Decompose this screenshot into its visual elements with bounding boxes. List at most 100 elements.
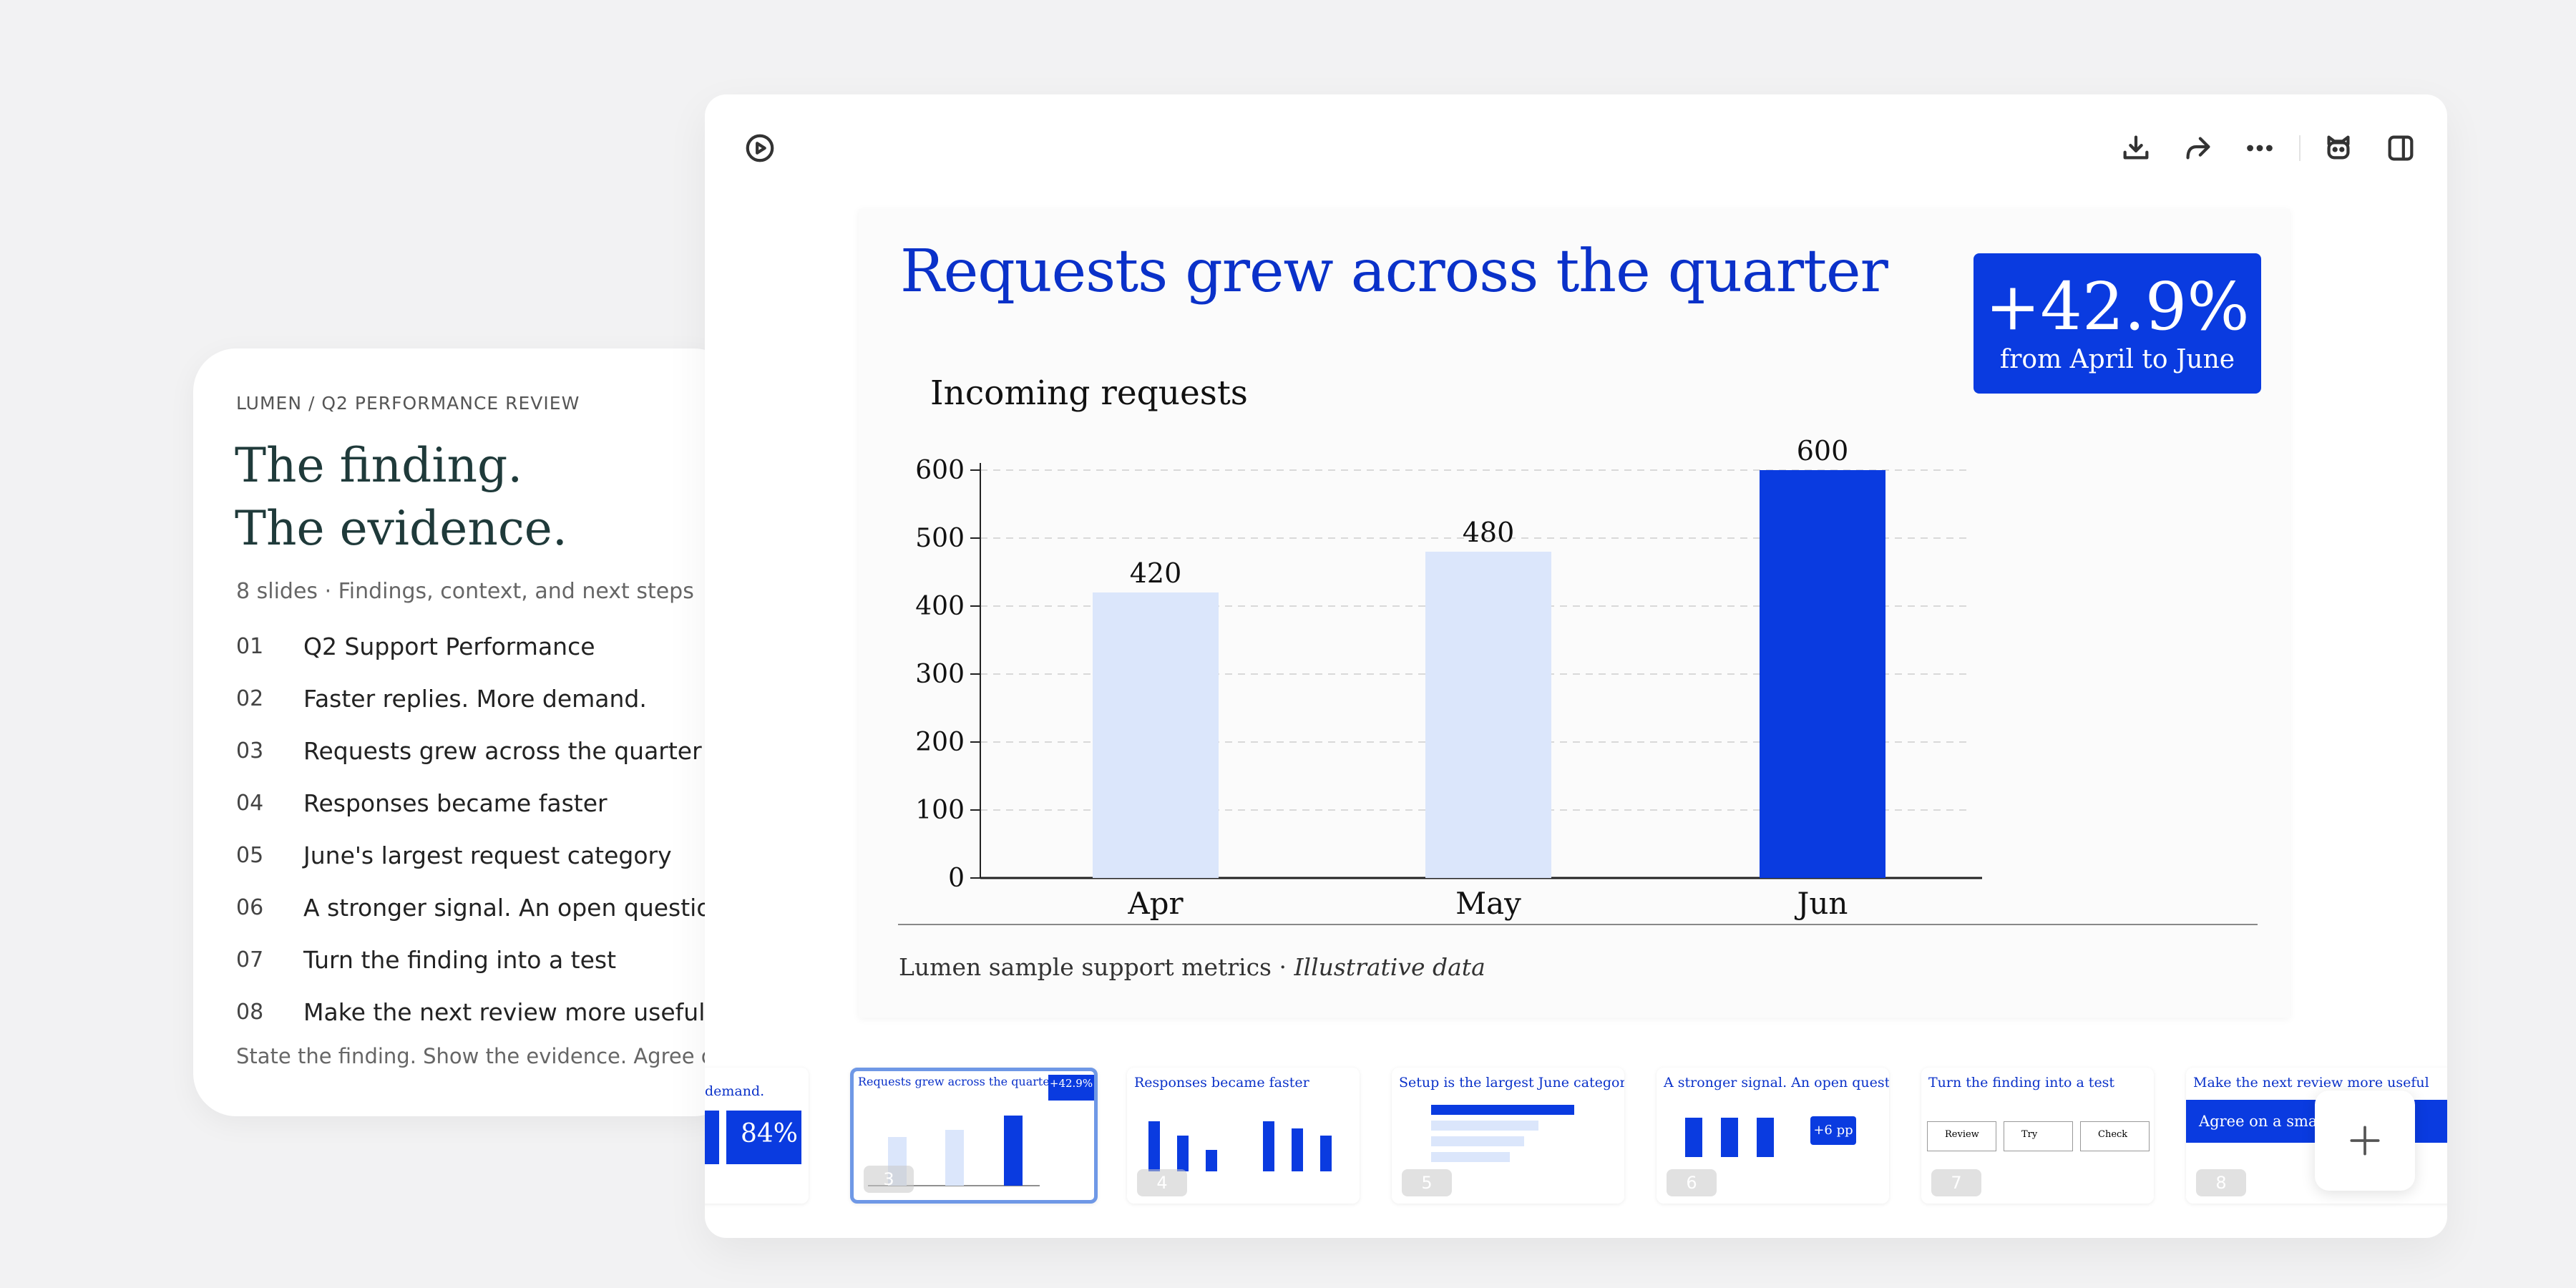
data-label: 480	[1463, 517, 1515, 548]
thumbnail-step-label: Check	[2098, 1129, 2128, 1140]
thumbnail-mini-chart	[1431, 1105, 1574, 1162]
outline-item-label: Faster replies. More demand.	[303, 685, 647, 713]
y-tick-label: 0	[948, 864, 965, 893]
outline-footer: State the finding. Show the evidence. Ag…	[236, 1044, 737, 1068]
thumbnail-step-label: Try	[2021, 1129, 2038, 1140]
thumbnail-number: 8	[2196, 1169, 2246, 1196]
play-icon	[746, 134, 774, 162]
footer-note: Illustrative data	[1294, 953, 1485, 981]
thumbnail-number: 3	[864, 1166, 914, 1193]
outline-item-05[interactable]: 05 June's largest request category	[236, 829, 737, 882]
outline-list: 01 Q2 Support Performance 02 Faster replie…	[236, 620, 737, 1038]
y-tick-label: 400	[915, 592, 965, 621]
outline-title-line-1: The finding.	[235, 438, 523, 493]
add-slide-button[interactable]	[2315, 1091, 2415, 1191]
callout-value: +42.9%	[1985, 268, 2250, 345]
side-panel-button[interactable]	[2376, 123, 2426, 173]
slide-editor-window: Requests grew across the quarter +42.9% …	[705, 94, 2447, 1238]
thumbnail-slide-4[interactable]: Responses became faster 4	[1127, 1068, 1360, 1204]
thumbnail-step-2: Try	[2004, 1121, 2073, 1151]
play-button[interactable]	[735, 123, 785, 173]
panel-icon	[2388, 135, 2414, 161]
outline-item-03[interactable]: 03 Requests grew across the quarter	[236, 725, 737, 777]
thumbnail-mini-chart	[1148, 1121, 1332, 1171]
y-tick-label: 300	[915, 660, 965, 689]
outline-item-08[interactable]: 08 Make the next review more useful	[236, 986, 737, 1038]
thumbnail-slide-5[interactable]: Setup is the largest June category 5	[1392, 1068, 1624, 1204]
chart-title: Incoming requests	[930, 374, 1248, 413]
thumbnail-title: Make the next review more useful	[2193, 1075, 2429, 1091]
outline-item-label: Q2 Support Performance	[303, 633, 595, 660]
outline-item-number: 02	[236, 686, 264, 711]
outline-meta: 8 slides · Findings, context, and next s…	[236, 579, 694, 604]
assistant-button[interactable]	[2313, 123, 2363, 173]
x-tick-label: May	[1455, 886, 1521, 921]
slide-canvas[interactable]: Requests grew across the quarter +42.9% …	[859, 209, 2290, 1018]
outline-item-number: 04	[236, 791, 264, 816]
outline-item-label: Responses became faster	[303, 789, 608, 817]
thumbnail-banner-text: Agree on a small	[2199, 1113, 2327, 1130]
outline-item-label: A stronger signal. An open question.	[303, 894, 733, 922]
outline-title-line-2: The evidence.	[235, 501, 567, 556]
share-icon	[2186, 137, 2210, 160]
stat-callout[interactable]: +42.9% from April to June	[1974, 253, 2261, 394]
outline-item-number: 08	[236, 1000, 264, 1025]
thumbnail-slide-6[interactable]: A stronger signal. An open question. +6 …	[1657, 1068, 1889, 1204]
bar-may	[1425, 552, 1551, 878]
thumbnail-stat: +6 pp	[1810, 1116, 1856, 1145]
thumbnail-title: Requests grew across the quarter	[858, 1075, 1055, 1088]
thumbnail-slide-2[interactable]: demand. 84%	[705, 1068, 809, 1204]
thumbnail-strip: demand. 84% Requests grew across the qua…	[705, 1068, 2447, 1238]
thumbnail-mini-chart	[868, 1116, 1040, 1186]
data-label: 600	[1797, 435, 1849, 467]
outline-item-07[interactable]: 07 Turn the finding into a test	[236, 934, 737, 986]
slide-footer: Lumen sample support metrics · Illustrat…	[899, 953, 1485, 981]
thumbnail-step-1: Review	[1927, 1121, 1996, 1151]
bar-chart: 0 100 200 300 400 500 600 420 Apr 480 May 600 Jun	[915, 435, 1982, 921]
outline-item-number: 05	[236, 843, 264, 868]
outline-item-02[interactable]: 02 Faster replies. More demand.	[236, 673, 737, 725]
thumbnail-title: Responses became faster	[1134, 1075, 1309, 1091]
thumbnail-number: 7	[1931, 1169, 1981, 1196]
share-button[interactable]	[2172, 123, 2223, 173]
outline-item-06[interactable]: 06 A stronger signal. An open question.	[236, 882, 737, 934]
thumbnail-mini-chart	[1685, 1118, 1774, 1157]
bar-apr	[1093, 592, 1219, 878]
outline-item-label: Turn the finding into a test	[303, 946, 617, 974]
thumbnail-stat: 84%	[741, 1119, 799, 1148]
toolbar-divider	[2299, 135, 2301, 161]
outline-item-04[interactable]: 04 Responses became faster	[236, 777, 737, 829]
outline-title: The finding. The evidence.	[235, 434, 567, 560]
outline-item-label: Make the next review more useful	[303, 998, 706, 1026]
outline-item-01[interactable]: 01 Q2 Support Performance	[236, 620, 737, 673]
y-tick-label: 600	[915, 456, 965, 485]
download-button[interactable]	[2111, 123, 2161, 173]
thumbnail-block	[705, 1111, 719, 1164]
x-tick-label: Jun	[1795, 886, 1848, 921]
y-tick-label: 100	[915, 796, 965, 825]
thumbnail-slide-7[interactable]: Turn the finding into a test Review Try …	[1921, 1068, 2154, 1204]
y-tick-label: 500	[915, 524, 965, 553]
y-tick-label: 200	[915, 728, 965, 757]
thumbnail-stat-block: 84%	[726, 1111, 801, 1164]
slide-title[interactable]: Requests grew across the quarter	[900, 238, 1888, 306]
outline-item-number: 06	[236, 895, 264, 920]
thumbnail-step-3: Check	[2080, 1121, 2150, 1151]
outline-item-number: 01	[236, 634, 264, 659]
thumbnail-title: Turn the finding into a test	[1928, 1075, 2115, 1091]
thumbnail-number: 5	[1402, 1169, 1452, 1196]
more-button[interactable]	[2235, 123, 2285, 173]
download-icon	[2123, 135, 2149, 160]
thumbnail-number: 6	[1667, 1169, 1717, 1196]
thumbnail-title: Setup is the largest June category	[1399, 1075, 1624, 1091]
thumbnail-title: A stronger signal. An open question.	[1664, 1075, 1889, 1091]
x-tick-label: Apr	[1127, 886, 1184, 921]
thumbnail-slide-3[interactable]: Requests grew across the quarter +42.9% …	[850, 1068, 1098, 1204]
plus-icon	[2350, 1126, 2380, 1156]
data-label: 420	[1130, 557, 1182, 589]
thumbnail-stat: +42.9%	[1048, 1075, 1094, 1101]
bar-jun	[1760, 470, 1885, 878]
outline-item-label: June's largest request category	[303, 841, 672, 869]
outline-item-number: 03	[236, 738, 264, 763]
outline-item-label: Requests grew across the quarter	[303, 737, 702, 765]
